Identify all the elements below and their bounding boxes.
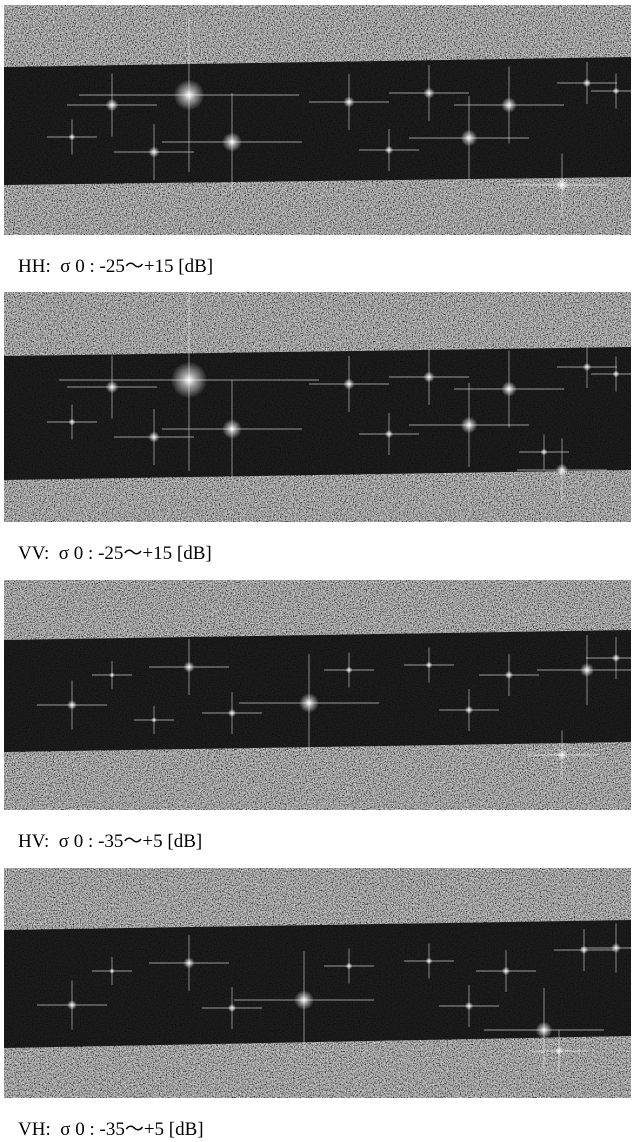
water-band — [4, 347, 631, 480]
point-target — [580, 663, 594, 677]
sar-image — [4, 868, 631, 1098]
point-target — [555, 463, 569, 477]
point-target — [68, 133, 76, 141]
point-target — [343, 378, 355, 390]
point-target — [554, 1046, 564, 1056]
point-target — [345, 962, 353, 970]
point-target — [464, 705, 474, 715]
point-target — [535, 1021, 553, 1039]
point-target — [501, 966, 511, 976]
point-target — [501, 381, 517, 397]
point-target — [183, 957, 195, 969]
point-target — [170, 361, 208, 399]
point-target — [579, 945, 589, 955]
water-band — [4, 920, 631, 1048]
point-target — [612, 87, 620, 95]
point-target — [464, 1001, 474, 1011]
point-target — [173, 79, 205, 111]
point-target — [540, 448, 548, 456]
point-target — [504, 670, 514, 680]
point-target — [611, 943, 621, 953]
sar-image — [4, 5, 631, 235]
caption: HH: σ 0 : -25〜+15 [dB] — [18, 256, 214, 277]
point-target — [423, 87, 435, 99]
point-target — [423, 371, 435, 383]
point-target — [227, 708, 237, 718]
point-target — [105, 98, 119, 112]
point-target — [67, 1000, 77, 1010]
point-target — [222, 419, 242, 439]
point-target — [501, 97, 517, 113]
point-target — [151, 717, 157, 723]
water-band — [4, 630, 631, 752]
sar-image — [4, 292, 631, 522]
point-target — [68, 418, 76, 426]
caption: VH: σ 0 : -35〜+5 [dB] — [18, 1119, 204, 1140]
point-target — [384, 429, 394, 439]
point-target — [557, 750, 567, 760]
point-target — [148, 146, 160, 158]
point-target — [582, 78, 592, 88]
point-target — [148, 431, 160, 443]
point-target — [222, 132, 242, 152]
point-target — [612, 370, 620, 378]
point-target — [227, 1003, 237, 1013]
point-target — [460, 129, 478, 147]
water-band — [4, 57, 631, 185]
point-target — [384, 145, 394, 155]
point-target — [105, 380, 119, 394]
sar-image — [4, 580, 631, 810]
point-target — [299, 693, 319, 713]
point-target — [555, 178, 569, 192]
caption: VV: σ 0 : -25〜+15 [dB] — [18, 543, 212, 564]
point-target — [611, 653, 621, 663]
caption: HV: σ 0 : -35〜+5 [dB] — [18, 831, 203, 852]
point-target — [345, 666, 353, 674]
point-target — [582, 362, 592, 372]
point-target — [425, 661, 433, 669]
point-target — [460, 416, 478, 434]
point-target — [343, 96, 355, 108]
point-target — [109, 968, 115, 974]
point-target — [183, 661, 195, 673]
point-target — [67, 700, 77, 710]
point-target — [425, 957, 433, 965]
point-target — [294, 990, 314, 1010]
point-target — [109, 672, 115, 678]
